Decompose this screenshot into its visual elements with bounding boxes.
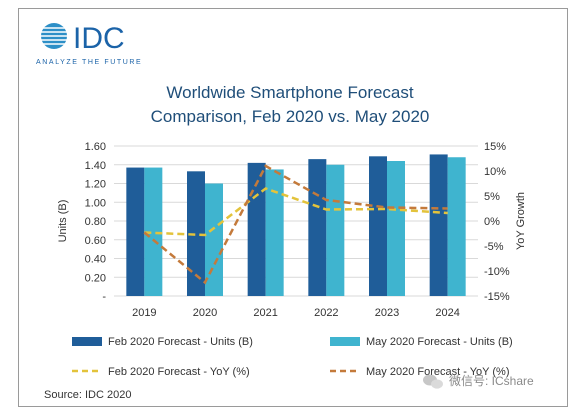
bar-feb-2024: [429, 154, 448, 296]
x-tick-label: 2022: [314, 307, 338, 319]
y2-tick-label: 10%: [484, 166, 506, 178]
logo-name: IDC: [73, 22, 125, 55]
y-tick-label: 0.40: [85, 254, 106, 266]
y2-tick-label: -10%: [484, 266, 510, 278]
bar-feb-2022: [308, 159, 327, 296]
idc-logo: IDC ANALYZE THE FUTURE: [36, 22, 142, 66]
legend-item-may-yoy: May 2020 Forecast - YoY (%): [330, 366, 509, 378]
y-tick-label: 1.60: [85, 141, 106, 153]
x-tick-label: 2021: [253, 307, 277, 319]
globe-icon: [40, 23, 68, 49]
chart-title-line-2: Comparison, Feb 2020 vs. May 2020: [151, 107, 430, 126]
y-tick-label: 0.80: [85, 216, 106, 228]
bar-feb-2019: [126, 167, 145, 296]
figure-frame: [18, 8, 568, 407]
logo-tagline: ANALYZE THE FUTURE: [36, 59, 142, 66]
x-tick-label: 2020: [193, 307, 217, 319]
x-tick-label: 2019: [132, 307, 156, 319]
y-tick-label: 0.60: [85, 235, 106, 247]
bar-may-2021: [265, 169, 284, 296]
wechat-watermark: 微信号: ICshare: [423, 374, 534, 389]
legend-item-feb-units: Feb 2020 Forecast - Units (B): [72, 336, 253, 348]
gridlines: [114, 145, 478, 297]
y2-tick-label: -5%: [484, 241, 504, 253]
bar-may-2019: [144, 167, 163, 296]
y-tick-label: 1.00: [85, 197, 106, 209]
line-may-yoy: [143, 164, 448, 285]
wechat-icon: [423, 374, 443, 389]
y2-tick-label: 5%: [484, 191, 500, 203]
y-tick-label: 1.40: [85, 160, 106, 172]
legend-swatch-feb-units: [72, 337, 102, 346]
y-axis-ticks: 1.60 1.40 1.20 1.00 0.80 0.60 0.40 0.20 -: [85, 141, 107, 303]
y2-tick-label: 0%: [484, 216, 500, 228]
legend-label-feb-yoy: Feb 2020 Forecast - YoY (%): [108, 366, 250, 378]
line-series: [143, 164, 448, 285]
x-tick-label: 2023: [375, 307, 399, 319]
bar-may-2023: [387, 161, 405, 296]
legend-label-may-units: May 2020 Forecast - Units (B): [366, 336, 513, 348]
legend-label-may-yoy: May 2020 Forecast - YoY (%): [366, 366, 509, 378]
bar-feb-2023: [369, 156, 387, 296]
y-tick-label: 1.20: [85, 179, 106, 191]
legend-swatch-may-units: [330, 337, 360, 346]
y-tick-label: 0.20: [85, 272, 106, 284]
x-axis-ticks: 2019 2020 2021 2022 2023 2024: [132, 307, 460, 319]
y-axis-title: Units (B): [57, 200, 69, 243]
legend: Feb 2020 Forecast - Units (B) May 2020 F…: [72, 336, 513, 378]
y-tick-label: -: [102, 291, 106, 303]
x-tick-label: 2024: [435, 307, 459, 319]
chart-title-line-1: Worldwide Smartphone Forecast: [166, 83, 414, 102]
line-feb-yoy: [144, 187, 448, 237]
watermark-text: 微信号: ICshare: [449, 374, 534, 388]
source-note: Source: IDC 2020: [44, 389, 131, 401]
legend-label-feb-units: Feb 2020 Forecast - Units (B): [108, 336, 253, 348]
y2-tick-label: -15%: [484, 291, 510, 303]
bar-feb-2020: [187, 171, 205, 296]
bar-may-2020: [205, 183, 223, 296]
bar-feb-2021: [247, 162, 266, 296]
legend-item-may-units: May 2020 Forecast - Units (B): [330, 336, 513, 348]
y2-axis-ticks: 15% 10% 5% 0% -5% -10% -15%: [484, 141, 510, 303]
bar-may-2022: [326, 164, 345, 296]
legend-item-feb-yoy: Feb 2020 Forecast - YoY (%): [72, 366, 250, 378]
y2-tick-label: 15%: [484, 141, 506, 153]
y2-axis-title: YoY Growth: [515, 192, 527, 250]
bar-may-2024: [447, 157, 466, 296]
